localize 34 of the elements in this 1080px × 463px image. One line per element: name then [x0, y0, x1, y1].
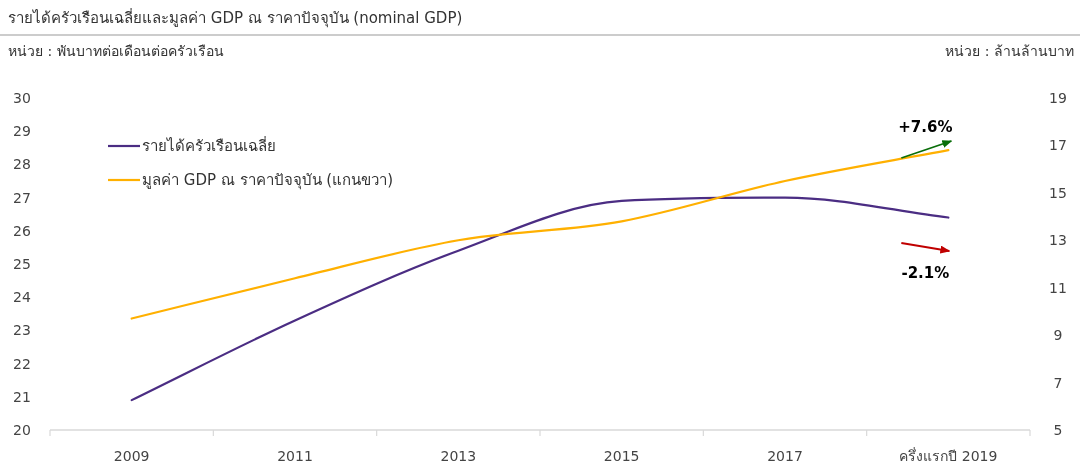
legend-label: มูลค่า GDP ณ ราคาปัจจุบัน (แกนขวา) [142, 171, 393, 190]
x-tick-label: 2009 [113, 448, 150, 463]
y-tick-label: 26 [13, 222, 31, 239]
y-tick-label: 24 [13, 289, 31, 306]
y-tick-label: 22 [13, 355, 31, 372]
y2-tick-label: 13 [1049, 232, 1067, 249]
y-tick-label: 20 [13, 422, 31, 438]
y-tick-label: 21 [13, 388, 31, 405]
y-tick-label: 30 [13, 90, 31, 106]
y2-tick-label: 11 [1049, 279, 1067, 296]
annotation: -2.1% [901, 264, 950, 282]
x-tick-label: ครึ่งแรกปี 2019 [899, 447, 998, 463]
x-tick-label: 2017 [767, 448, 803, 463]
y2-tick-label: 15 [1049, 184, 1067, 201]
y2-tick-label: 7 [1053, 374, 1063, 391]
line-series [130, 196, 950, 402]
chart-title: รายได้ครัวเรือนเฉลี่ยและมูลค่า GDP ณ ราคาปัจจุบัน (nominal GDP) [8, 7, 463, 28]
y2-axis-title: หน่วย : ล้านล้านบาท [945, 43, 1074, 59]
y-tick-label: 29 [13, 123, 31, 140]
y2-tick-label: 9 [1053, 327, 1063, 344]
x-tick-label: 2013 [440, 448, 477, 463]
annotation: +7.6% [898, 118, 953, 136]
line-series [130, 149, 950, 320]
x-tick-label: 2011 [277, 448, 313, 463]
y2-tick-label: 5 [1053, 422, 1063, 438]
y-tick-label: 25 [13, 256, 31, 272]
y-tick-label: 23 [13, 322, 31, 339]
y-axis-title: หน่วย : พันบาทต่อเดือนต่อครัวเรือน [8, 43, 224, 59]
y-tick-label: 28 [13, 156, 31, 173]
x-tick-label: 2015 [603, 448, 640, 463]
y2-tick-label: 17 [1049, 137, 1067, 154]
legend-label: รายได้ครัวเรือนเฉลี่ย [142, 135, 276, 155]
y2-tick-label: 19 [1049, 90, 1067, 106]
y-tick-label: 27 [13, 189, 31, 206]
